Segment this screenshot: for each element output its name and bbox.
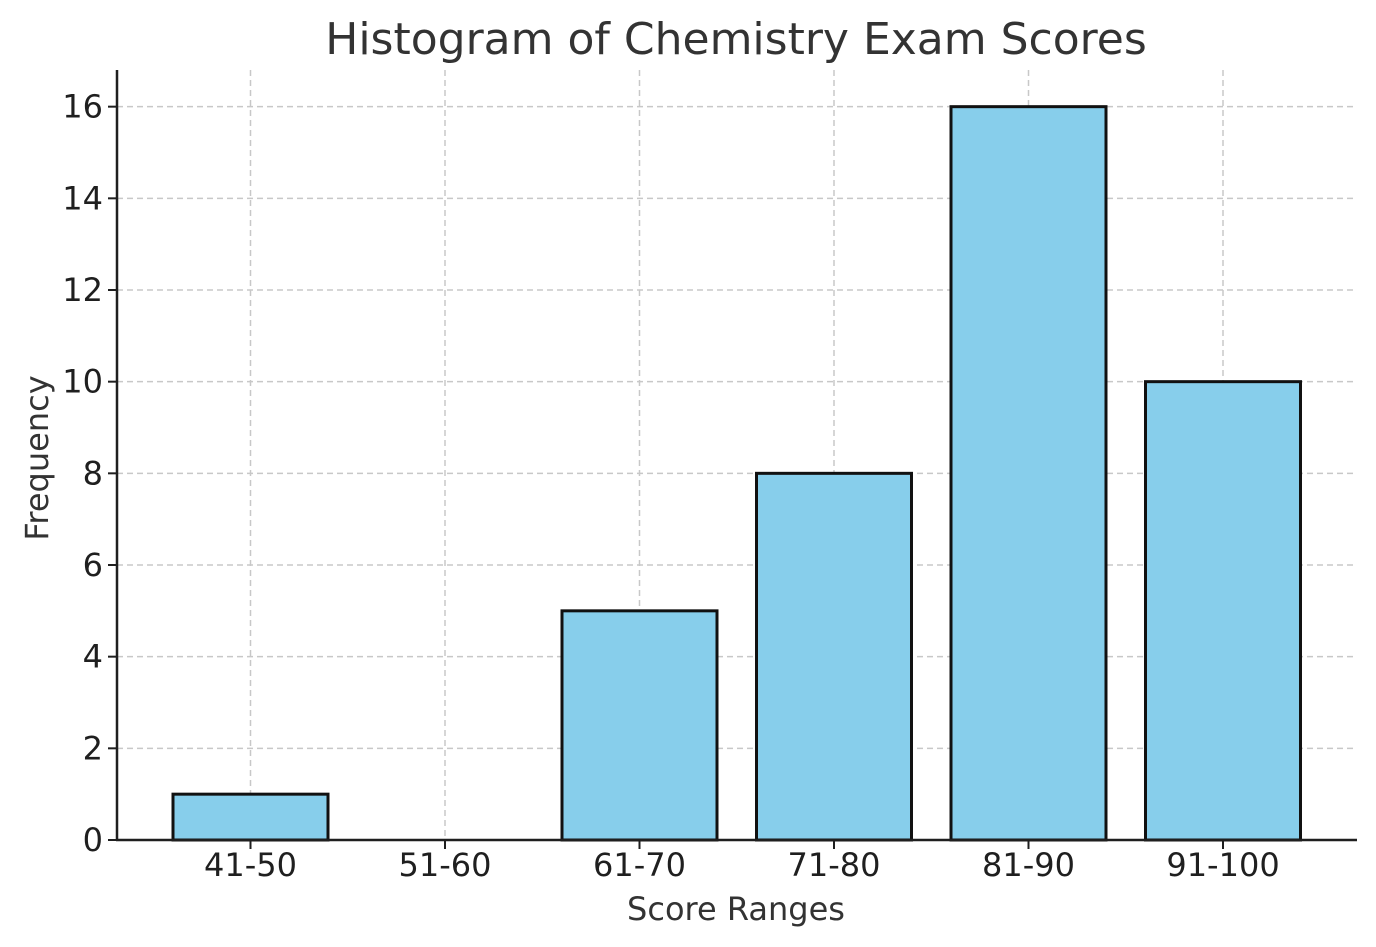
y-tick-label: 6 [83,546,103,584]
y-axis-label: Frequency [18,375,56,540]
x-axis-label: Score Ranges [627,890,845,928]
x-tick-label: 51-60 [399,846,492,884]
x-tick-label: 81-90 [982,846,1075,884]
x-tick-label: 61-70 [593,846,686,884]
y-tick-label: 14 [62,179,103,217]
histogram-bar [1144,380,1302,842]
y-tick-label: 4 [83,638,103,676]
y-tick-label: 10 [62,363,103,401]
histogram-bar [560,609,719,842]
chart-title: Histogram of Chemistry Exam Scores [325,14,1147,65]
y-tick-label: 0 [83,821,103,859]
y-tick-label: 16 [62,88,103,126]
x-tick-label: 71-80 [788,846,881,884]
histogram-bar [949,105,1108,842]
ticks-layer: 0 2 4 6 8 10 12 14 16 41-50 51-60 61-70 71-80 81-90 91… [62,88,1279,884]
x-tick-label: 91-100 [1166,846,1279,884]
x-tick-label: 41-50 [204,846,297,884]
y-tick-label: 12 [62,271,103,309]
histogram-bar [171,792,330,842]
y-tick-label: 8 [83,454,103,492]
histogram-bar [755,471,913,842]
y-tick-label: 2 [83,729,103,767]
